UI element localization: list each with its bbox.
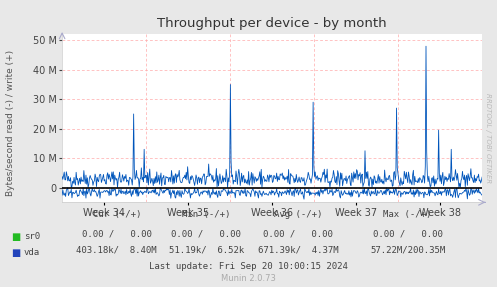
Text: Last update: Fri Sep 20 10:00:15 2024: Last update: Fri Sep 20 10:00:15 2024 (149, 262, 348, 271)
Text: 403.18k/  8.40M: 403.18k/ 8.40M (77, 246, 157, 255)
Title: Throughput per device - by month: Throughput per device - by month (157, 18, 387, 30)
Text: Cur (-/+): Cur (-/+) (92, 210, 141, 219)
Text: 0.00 /   0.00: 0.00 / 0.00 (263, 230, 333, 239)
Text: Max (-/+): Max (-/+) (383, 210, 432, 219)
Text: 671.39k/  4.37M: 671.39k/ 4.37M (258, 246, 338, 255)
Text: Avg (-/+): Avg (-/+) (274, 210, 323, 219)
Text: sr0: sr0 (24, 232, 40, 241)
Text: Min (-/+): Min (-/+) (182, 210, 231, 219)
Text: 57.22M/200.35M: 57.22M/200.35M (370, 246, 445, 255)
Text: 0.00 /   0.00: 0.00 / 0.00 (373, 230, 442, 239)
Text: Munin 2.0.73: Munin 2.0.73 (221, 274, 276, 283)
Text: 0.00 /   0.00: 0.00 / 0.00 (82, 230, 152, 239)
Text: RRDTOOL / TOBI OETIKER: RRDTOOL / TOBI OETIKER (485, 93, 491, 183)
Text: ■: ■ (11, 248, 20, 257)
Text: ■: ■ (11, 232, 20, 242)
Text: 0.00 /   0.00: 0.00 / 0.00 (171, 230, 241, 239)
Text: vda: vda (24, 248, 40, 257)
Text: Bytes/second read (-) / write (+): Bytes/second read (-) / write (+) (6, 50, 15, 197)
Text: 51.19k/  6.52k: 51.19k/ 6.52k (168, 246, 244, 255)
